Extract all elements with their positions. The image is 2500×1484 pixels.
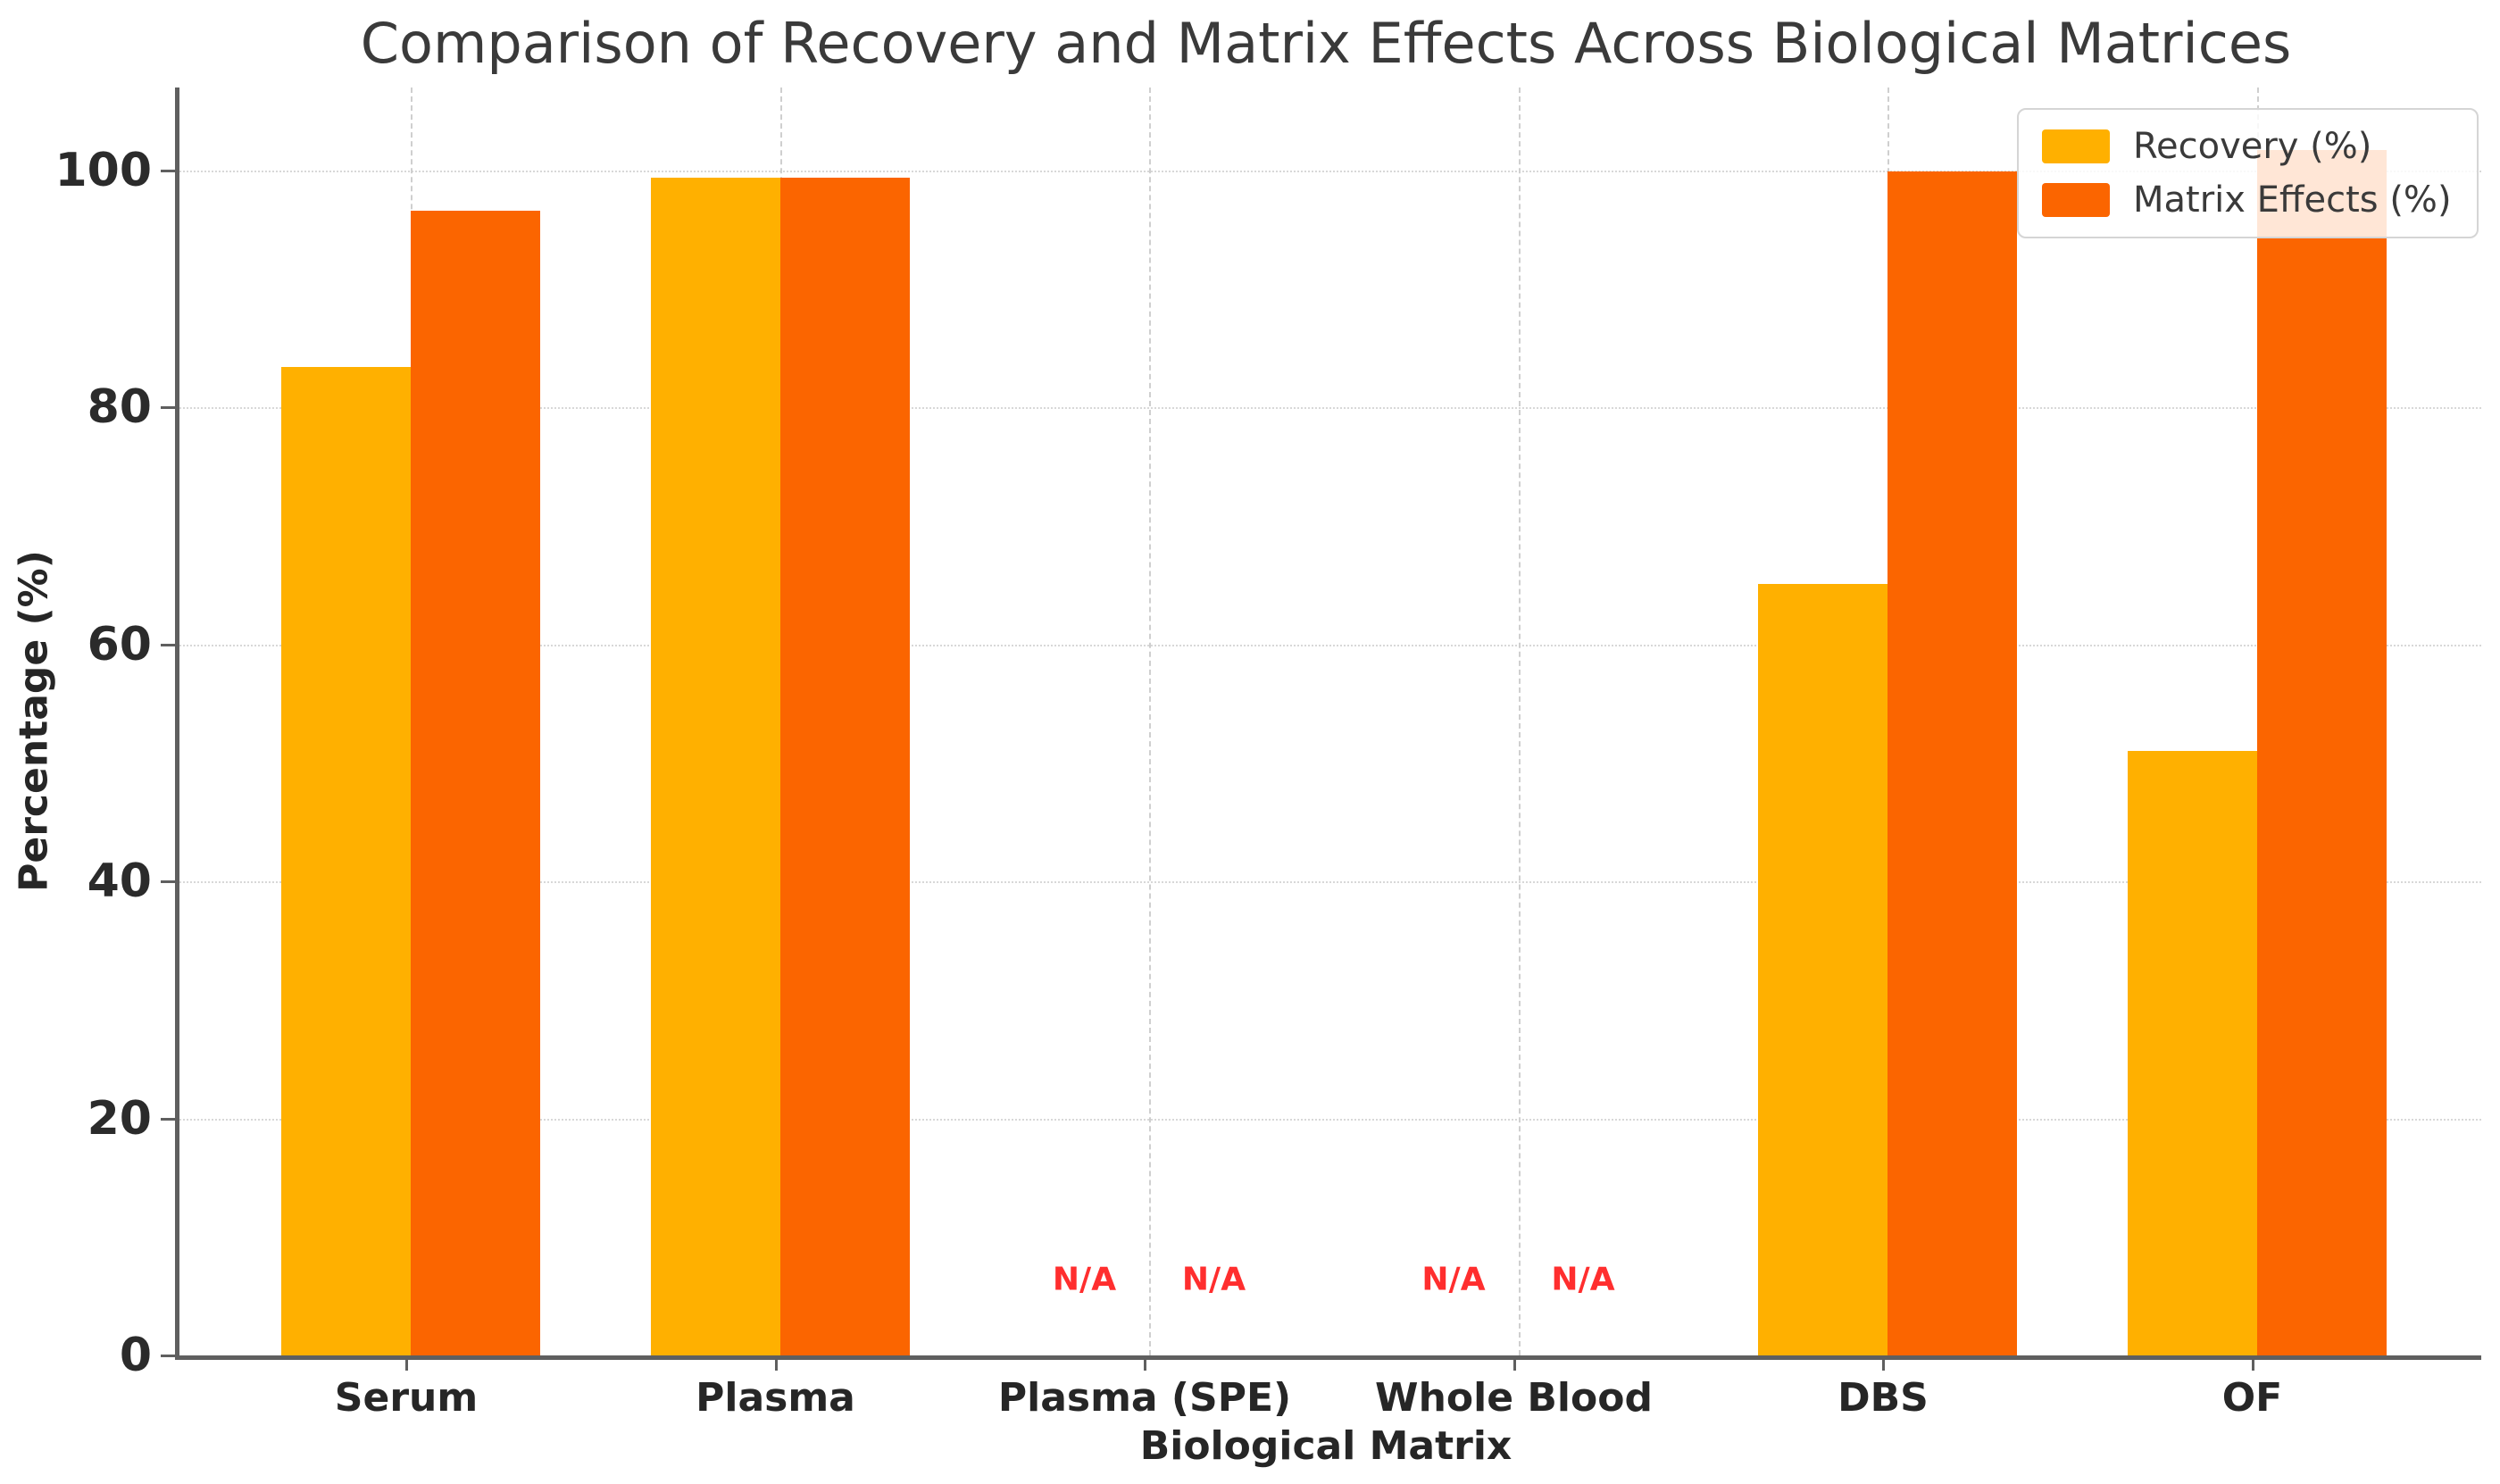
na-annotation: N/A	[1551, 1261, 1615, 1298]
x-tick-label: DBS	[1838, 1375, 1929, 1421]
horizontal-gridline	[179, 407, 2481, 410]
x-tick-mark	[1512, 1360, 1516, 1371]
y-tick-label: 40	[87, 855, 152, 909]
chart-title: Comparison of Recovery and Matrix Effect…	[360, 11, 2292, 76]
x-tick-label: Whole Blood	[1375, 1375, 1653, 1421]
x-tick-label: OF	[2221, 1375, 2283, 1421]
matrix-effects-bar	[411, 211, 540, 1355]
legend-label-matrix-effects: Matrix Effects (%)	[2133, 179, 2452, 221]
y-tick-mark	[161, 169, 175, 172]
matrix-effects-bar	[779, 177, 910, 1355]
recovery-bar	[1758, 584, 1888, 1355]
x-tick-mark	[1882, 1360, 1885, 1371]
y-tick-mark	[161, 1355, 175, 1357]
na-annotation: N/A	[1052, 1261, 1117, 1298]
legend-item-recovery: Recovery (%)	[2042, 126, 2452, 167]
na-annotation: N/A	[1181, 1261, 1246, 1298]
matrix-effects-bar	[2256, 150, 2387, 1355]
y-axis-label: Percentage (%)	[11, 550, 57, 892]
y-tick-mark	[161, 880, 175, 884]
x-tick-label: Plasma	[696, 1375, 855, 1421]
horizontal-gridline	[179, 644, 2481, 646]
plot-area: N/A N/A N/A N/A	[175, 88, 2481, 1360]
y-tick-label: 60	[87, 617, 152, 671]
x-tick-mark	[405, 1360, 408, 1371]
horizontal-gridline	[179, 170, 2481, 172]
recovery-swatch-icon	[2042, 129, 2110, 163]
matrix-effects-bar	[1888, 171, 2017, 1355]
horizontal-gridline	[179, 1118, 2481, 1121]
x-tick-mark	[2251, 1360, 2254, 1371]
y-tick-label: 20	[87, 1091, 152, 1146]
x-tick-mark	[1144, 1360, 1146, 1371]
recovery-bar	[281, 367, 411, 1355]
matrix-effects-swatch-icon	[2042, 183, 2110, 217]
y-tick-mark	[161, 1117, 175, 1121]
vertical-gridline	[1149, 88, 1151, 1355]
recovery-bar	[2127, 751, 2257, 1355]
legend-label-recovery: Recovery (%)	[2133, 126, 2372, 167]
y-tick-mark	[161, 406, 175, 410]
x-tick-mark	[774, 1360, 778, 1371]
legend: Recovery (%) Matrix Effects (%)	[2017, 108, 2479, 238]
vertical-gridline	[1518, 88, 1521, 1355]
x-axis-label: Biological Matrix	[1139, 1423, 1512, 1469]
y-tick-label: 100	[54, 143, 152, 197]
horizontal-gridline	[179, 881, 2481, 884]
x-tick-label: Serum	[334, 1375, 479, 1421]
legend-item-matrix-effects: Matrix Effects (%)	[2042, 179, 2452, 221]
recovery-bar	[650, 177, 780, 1355]
y-tick-mark	[161, 643, 175, 646]
x-tick-label: Plasma (SPE)	[997, 1375, 1292, 1421]
na-annotation: N/A	[1421, 1261, 1486, 1298]
y-tick-label: 0	[119, 1329, 152, 1382]
y-tick-label: 80	[87, 380, 152, 435]
